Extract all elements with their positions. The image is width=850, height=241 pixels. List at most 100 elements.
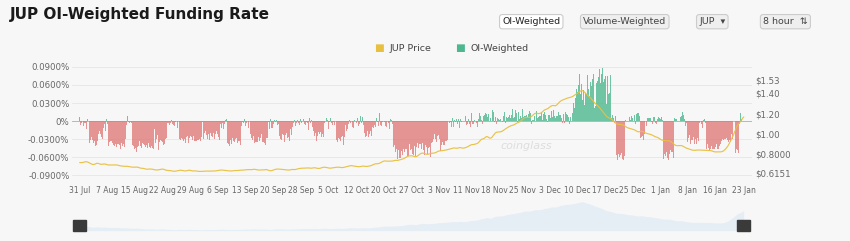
Bar bbox=[510, 118, 511, 121]
Bar bbox=[139, 121, 140, 141]
Bar bbox=[580, 94, 581, 121]
Bar bbox=[557, 116, 558, 121]
Bar bbox=[116, 121, 117, 147]
Bar bbox=[362, 117, 363, 121]
Bar bbox=[707, 121, 708, 144]
Bar bbox=[640, 121, 641, 138]
Bar bbox=[320, 121, 321, 137]
Bar bbox=[472, 121, 473, 124]
Bar bbox=[228, 121, 229, 138]
Bar bbox=[130, 121, 131, 122]
Bar bbox=[174, 121, 175, 126]
Bar bbox=[666, 121, 667, 152]
Bar bbox=[658, 117, 659, 121]
Bar bbox=[604, 76, 605, 121]
Bar bbox=[138, 121, 139, 147]
Bar bbox=[124, 121, 125, 147]
Bar bbox=[651, 121, 652, 122]
Bar bbox=[438, 121, 439, 136]
Bar bbox=[698, 121, 699, 141]
Bar bbox=[394, 121, 395, 152]
Bar bbox=[274, 120, 275, 121]
Bar bbox=[232, 121, 233, 138]
Bar bbox=[392, 121, 393, 124]
Bar bbox=[375, 121, 376, 127]
Bar bbox=[114, 121, 115, 146]
Bar bbox=[85, 121, 86, 123]
Bar bbox=[256, 121, 257, 142]
Bar bbox=[370, 121, 371, 131]
Bar bbox=[400, 121, 401, 158]
Bar bbox=[385, 121, 386, 126]
Bar bbox=[152, 121, 154, 147]
Bar bbox=[348, 121, 349, 124]
Bar bbox=[661, 120, 662, 121]
Bar bbox=[206, 121, 207, 135]
Bar bbox=[541, 112, 542, 121]
Bar bbox=[482, 121, 483, 124]
Bar bbox=[530, 113, 531, 121]
Bar bbox=[314, 121, 316, 133]
Bar bbox=[253, 121, 254, 136]
Bar bbox=[533, 120, 535, 121]
Bar bbox=[289, 121, 290, 141]
Text: coinglass: coinglass bbox=[501, 141, 552, 151]
Bar bbox=[132, 121, 133, 145]
Bar bbox=[369, 121, 370, 134]
Bar bbox=[560, 115, 561, 121]
Bar bbox=[652, 121, 653, 124]
Bar bbox=[108, 121, 109, 146]
Bar bbox=[526, 115, 527, 121]
Bar bbox=[239, 121, 240, 141]
Bar bbox=[230, 121, 231, 140]
Bar bbox=[660, 117, 661, 121]
Bar bbox=[619, 121, 620, 157]
Bar bbox=[148, 121, 149, 143]
Bar bbox=[347, 121, 348, 129]
Bar bbox=[360, 116, 361, 121]
Bar bbox=[458, 119, 459, 121]
Bar bbox=[428, 121, 429, 148]
Bar bbox=[133, 121, 134, 142]
Bar bbox=[263, 121, 264, 141]
Bar bbox=[356, 121, 357, 123]
Bar bbox=[548, 118, 549, 121]
Bar bbox=[496, 121, 497, 124]
Bar bbox=[605, 74, 606, 121]
Bar bbox=[417, 121, 418, 143]
Bar bbox=[555, 119, 556, 121]
Bar bbox=[79, 117, 80, 121]
Bar bbox=[487, 117, 488, 121]
Bar bbox=[238, 121, 239, 141]
Bar bbox=[690, 121, 691, 144]
Bar bbox=[565, 114, 567, 121]
Bar bbox=[685, 121, 686, 126]
Bar bbox=[104, 121, 105, 124]
Bar bbox=[135, 121, 136, 148]
Bar bbox=[272, 121, 273, 128]
Bar bbox=[250, 121, 252, 134]
Bar bbox=[86, 121, 87, 129]
Bar bbox=[414, 121, 415, 146]
Bar bbox=[737, 121, 738, 150]
Bar bbox=[136, 121, 138, 153]
Bar bbox=[188, 121, 189, 143]
Bar bbox=[319, 121, 320, 134]
Bar bbox=[450, 121, 451, 127]
Bar bbox=[386, 121, 387, 127]
Bar bbox=[455, 121, 456, 122]
Bar bbox=[172, 120, 173, 121]
Bar bbox=[102, 121, 103, 139]
Bar bbox=[171, 115, 172, 121]
Bar bbox=[199, 121, 200, 139]
Bar bbox=[399, 121, 400, 150]
Bar bbox=[112, 121, 114, 145]
Bar bbox=[584, 105, 585, 121]
Bar bbox=[519, 120, 520, 121]
Bar bbox=[701, 121, 702, 124]
Bar bbox=[688, 121, 689, 138]
Bar bbox=[220, 121, 221, 124]
Bar bbox=[382, 121, 383, 122]
Bar bbox=[296, 121, 297, 123]
Bar bbox=[672, 121, 673, 152]
